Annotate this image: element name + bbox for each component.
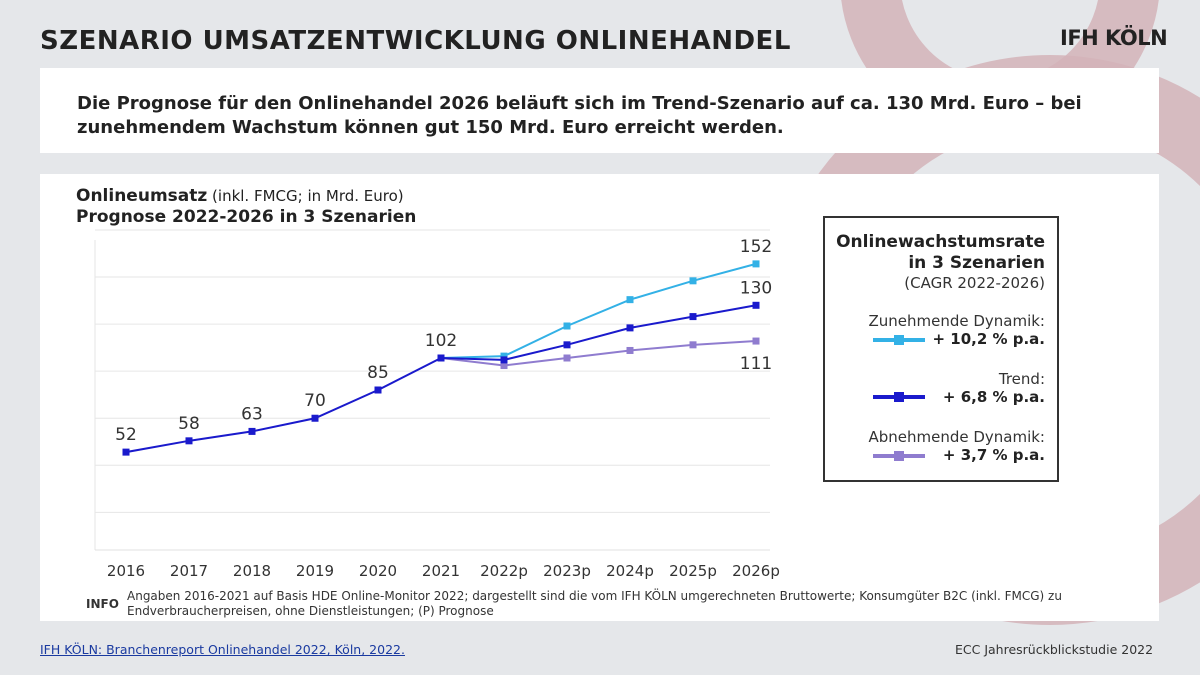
data-point — [500, 356, 508, 364]
x-tick-label: 2022p — [480, 562, 528, 580]
data-point — [500, 352, 508, 360]
data-label: 102 — [425, 331, 457, 351]
data-point — [185, 437, 193, 445]
x-tick-label: 2021 — [422, 562, 460, 580]
data-label: 63 — [241, 404, 263, 424]
data-label: 85 — [367, 363, 389, 383]
data-point — [752, 260, 760, 268]
x-tick-label: 2016 — [107, 562, 145, 580]
data-point — [689, 313, 697, 321]
data-point — [374, 386, 382, 394]
series-line-1 — [440, 262, 757, 359]
x-tick-label: 2025p — [669, 562, 717, 580]
legend-label-trend: Trend: — [998, 370, 1045, 388]
growth-rate-legend: Onlinewachstumsrate in 3 Szenarien (CAGR… — [823, 216, 1059, 482]
x-tick-label: 2024p — [606, 562, 654, 580]
data-point — [563, 354, 571, 362]
source-link[interactable]: IFH KÖLN: Branchenreport Onlinehandel 20… — [40, 642, 405, 657]
x-tick-label: 2026p — [732, 562, 780, 580]
legend-label-increasing: Zunehmende Dynamik: — [868, 312, 1045, 330]
info-label: INFO — [86, 597, 119, 611]
x-tick-label: 2019 — [296, 562, 334, 580]
line-chart: 52 58 63 70 85 102 152 130 111 2016 2017 2018 2019 20… — [94, 229, 780, 580]
data-point — [122, 448, 130, 456]
chart-title-main: Onlineumsatz — [76, 186, 208, 206]
legend-marker-trend — [894, 392, 904, 402]
chart-title: Onlineumsatz (inkl. FMCG; in Mrd. Euro) … — [76, 186, 416, 228]
x-tick-label: 2020 — [359, 562, 397, 580]
data-label: 152 — [740, 237, 772, 257]
data-point — [437, 354, 445, 362]
data-label: 58 — [178, 414, 200, 434]
legend-value-decreasing: + 3,7 % p.a. — [942, 446, 1045, 464]
chart-title-unit: (inkl. FMCG; in Mrd. Euro) — [207, 187, 404, 205]
headline-text: Die Prognose für den Onlinehandel 2026 b… — [77, 93, 1082, 138]
x-tick-label: 2023p — [543, 562, 591, 580]
data-point — [689, 277, 697, 285]
legend-title-line1: Onlinewachstumsrate — [836, 232, 1045, 252]
data-point — [626, 346, 634, 354]
x-tick-label: 2017 — [170, 562, 208, 580]
data-label: 52 — [115, 425, 137, 445]
data-label: 70 — [304, 391, 326, 411]
legend-title-line2: in 3 Szenarien — [908, 253, 1045, 273]
data-point — [752, 301, 760, 309]
data-label: 130 — [740, 278, 772, 298]
legend-marker-increasing — [894, 335, 904, 345]
chart-subtitle: Prognose 2022-2026 in 3 Szenarien — [76, 207, 417, 227]
legend-title: Onlinewachstumsrate in 3 Szenarien — [836, 232, 1045, 274]
legend-label-decreasing: Abnehmende Dynamik: — [868, 428, 1045, 446]
data-point — [626, 324, 634, 332]
series-line-0 — [125, 304, 757, 454]
series-line-2 — [440, 340, 757, 367]
legend-value-increasing: + 10,2 % p.a. — [932, 330, 1045, 348]
brand-logo: IFH KÖLN — [1060, 26, 1168, 50]
info-text: Angaben 2016-2021 auf Basis HDE Online-M… — [127, 589, 1062, 618]
data-point — [752, 337, 760, 345]
data-point — [626, 296, 634, 304]
legend-value-trend: + 6,8 % p.a. — [942, 388, 1045, 406]
legend-marker-decreasing — [894, 451, 904, 461]
headline-box: Die Prognose für den Onlinehandel 2026 b… — [40, 68, 1159, 153]
data-point — [500, 362, 508, 370]
chart-panel: Onlineumsatz (inkl. FMCG; in Mrd. Euro) … — [40, 174, 1159, 621]
x-tick-label: 2018 — [233, 562, 271, 580]
data-label: 111 — [740, 354, 772, 374]
data-point — [311, 414, 319, 422]
data-point — [563, 322, 571, 330]
data-point — [689, 341, 697, 349]
legend-subtitle: (CAGR 2022-2026) — [904, 274, 1045, 292]
page-title: SZENARIO UMSATZENTWICKLUNG ONLINEHANDEL — [40, 26, 791, 56]
data-point — [563, 341, 571, 349]
data-point — [248, 427, 256, 435]
footer-study-name: ECC Jahresrückblickstudie 2022 — [955, 642, 1154, 657]
